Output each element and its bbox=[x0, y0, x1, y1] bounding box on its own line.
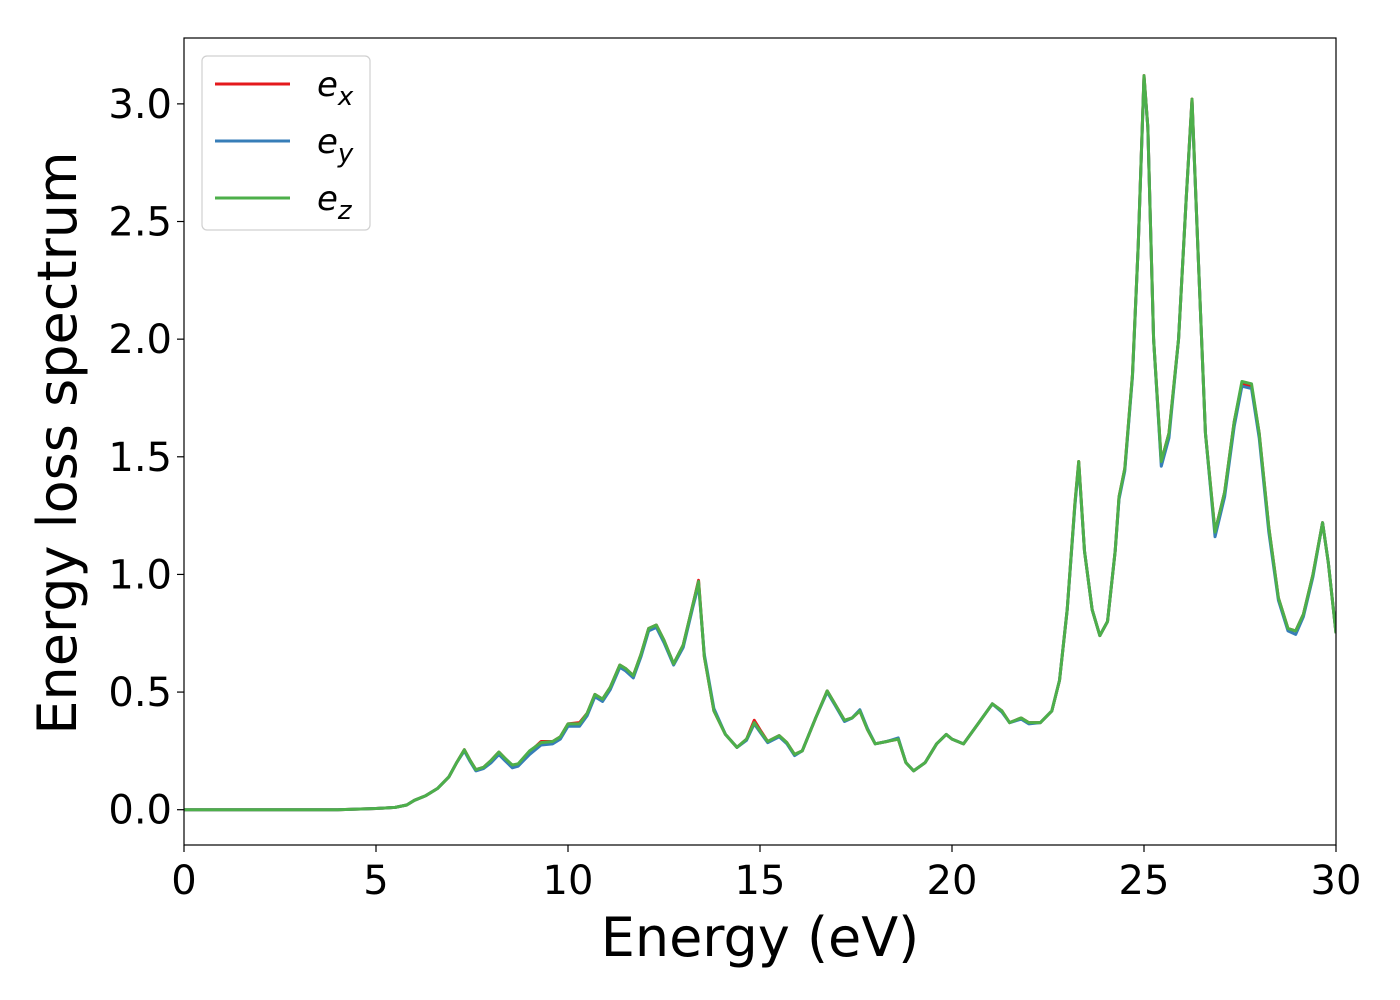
y-axis-title: Energy loss spectrum bbox=[26, 151, 89, 734]
legend: ex ey ez bbox=[201, 55, 371, 231]
x-axis-ticks: 0 5 10 15 20 25 30 bbox=[171, 845, 1361, 904]
x-tick-label: 5 bbox=[363, 858, 388, 904]
legend-label-y: ey bbox=[317, 122, 354, 169]
y-tick-label: 2.0 bbox=[108, 317, 172, 363]
y-tick-label: 0.0 bbox=[108, 788, 172, 834]
x-tick-label: 20 bbox=[927, 858, 978, 904]
x-tick-label: 0 bbox=[171, 858, 196, 904]
y-tick-label: 2.5 bbox=[108, 200, 172, 246]
x-tick-label: 30 bbox=[1311, 858, 1362, 904]
y-tick-label: 3.0 bbox=[108, 82, 172, 128]
legend-label-x: ex bbox=[317, 65, 354, 112]
legend-label-z: ez bbox=[317, 179, 353, 226]
y-axis-ticks: 0.0 0.5 1.0 1.5 2.0 2.5 3.0 bbox=[108, 82, 184, 834]
y-tick-label: 1.0 bbox=[108, 552, 172, 598]
series-line-z bbox=[184, 74, 1336, 812]
x-tick-label: 15 bbox=[735, 858, 786, 904]
x-axis-title: Energy (eV) bbox=[601, 906, 920, 969]
y-tick-label: 0.5 bbox=[108, 670, 172, 716]
legend-box bbox=[201, 55, 371, 231]
y-tick-label: 1.5 bbox=[108, 435, 172, 481]
x-tick-label: 25 bbox=[1119, 858, 1170, 904]
x-tick-label: 10 bbox=[543, 858, 594, 904]
